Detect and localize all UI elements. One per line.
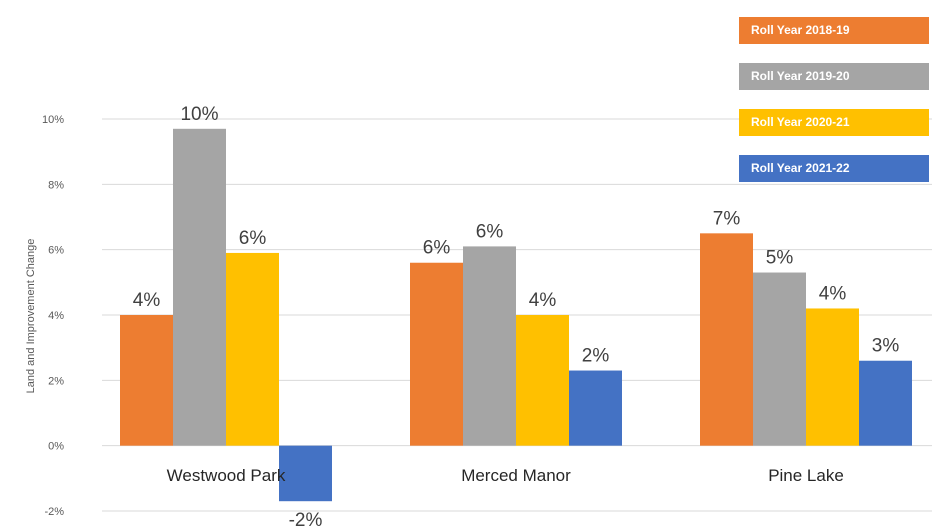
legend-item-2019-20: Roll Year 2019-20 <box>739 63 929 90</box>
data-label: 4% <box>133 290 161 311</box>
bar <box>516 315 569 446</box>
data-label: 7% <box>713 208 741 229</box>
y-tick-label: -2% <box>44 506 64 518</box>
bar <box>463 246 516 446</box>
bar <box>753 272 806 446</box>
y-axis-ticks: -2% 0% 2% 4% 6% 8% 10% <box>42 114 64 518</box>
legend-item-2018-19: Roll Year 2018-19 <box>739 17 929 44</box>
legend: Roll Year 2018-19 Roll Year 2019-20 Roll… <box>739 17 929 201</box>
data-label: 4% <box>529 290 557 311</box>
y-tick-label: 2% <box>48 375 64 387</box>
data-label: 10% <box>180 104 218 125</box>
data-label: 3% <box>872 336 900 357</box>
y-axis-label: Land and Improvement Change <box>25 239 37 394</box>
bar <box>226 252 279 446</box>
data-label: 5% <box>766 248 794 269</box>
legend-item-2021-22: Roll Year 2021-22 <box>739 155 929 182</box>
y-tick-label: 6% <box>48 245 64 257</box>
bar <box>120 315 173 446</box>
data-label: 4% <box>819 283 847 304</box>
x-tick-label: Pine Lake <box>768 466 844 485</box>
x-tick-label: Westwood Park <box>167 466 286 485</box>
y-tick-label: 0% <box>48 441 64 453</box>
data-label: 6% <box>423 238 451 259</box>
y-tick-label: 8% <box>48 179 64 191</box>
bar <box>806 308 859 446</box>
bar <box>173 128 226 446</box>
y-tick-label: 4% <box>48 310 64 322</box>
data-label: 6% <box>239 228 267 249</box>
y-tick-label: 10% <box>42 114 64 126</box>
bars <box>120 128 912 502</box>
data-label: 6% <box>476 221 504 242</box>
x-tick-label: Merced Manor <box>461 466 571 485</box>
bar <box>279 445 332 502</box>
bar <box>569 370 622 446</box>
legend-item-2020-21: Roll Year 2020-21 <box>739 109 929 136</box>
bar <box>859 360 912 446</box>
data-label: -2% <box>289 510 323 531</box>
data-labels: 4% 10% 6% -2% 6% 6% 4% 2% 7% 5% 4% 3% <box>133 104 900 531</box>
data-label: 2% <box>582 346 610 367</box>
bar <box>700 233 753 446</box>
x-axis-ticks: Westwood Park Merced Manor Pine Lake <box>167 466 844 485</box>
bar <box>410 262 463 446</box>
